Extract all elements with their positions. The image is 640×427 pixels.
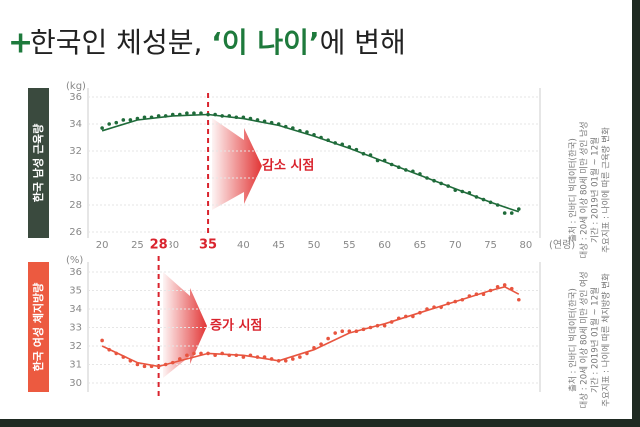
data-point [185, 111, 189, 115]
x-tick-label: 65 [414, 240, 427, 251]
marker-label-bg [197, 237, 220, 253]
data-point [128, 118, 133, 122]
data-point [142, 115, 147, 120]
x-tick-label: 60 [378, 240, 391, 251]
source-note: 기간 : 2019년 01월 ~ 12월 [590, 137, 601, 243]
y-tick-label: 26 [69, 227, 82, 238]
x-tick-label: 45 [272, 240, 285, 251]
side-label: 한국 여성 체지방량 [31, 283, 45, 372]
x-tick-label: 30 [166, 240, 179, 251]
data-point [517, 207, 521, 211]
y-unit: (kg) [66, 81, 86, 92]
frame-bottom [0, 419, 640, 427]
x-tick-label: 20 [96, 240, 109, 251]
title-highlight: ‘이 나이’ [211, 26, 319, 59]
annotation: 감소 시점 [262, 159, 314, 174]
source-note: 주요지표 : 나이에 따른 근육량 변화 [601, 127, 612, 253]
side-panel [28, 262, 49, 392]
x-tick-label: 25 [131, 240, 144, 251]
y-unit: (%) [66, 255, 83, 266]
source-note: 기간 : 2019년 01월 ~ 12월 [590, 287, 601, 393]
source-note: 출처 : 인바디 빅데이터(한국) [568, 138, 579, 242]
data-point [100, 338, 104, 343]
increase-arrow [163, 272, 207, 378]
x-tick-label: 80 [520, 240, 533, 251]
y-tick-label: 36 [69, 267, 82, 278]
title: 한국인 체성분, ‘이 나이’에 변해 [30, 26, 406, 59]
source-note: 출처 : 인바디 빅데이터(한국) [568, 288, 579, 392]
data-point [283, 359, 288, 363]
data-point [121, 118, 126, 122]
y-tick-label: 35 [69, 286, 82, 297]
x-tick-label: 50 [308, 240, 321, 251]
source-note: 대상 : 20세 이상 80세 미만 성인 여성 [579, 271, 590, 408]
data-point [502, 283, 507, 287]
marker-label-bg [147, 237, 170, 253]
title-prefix: + [8, 26, 33, 61]
annotation: 증가 시점 [210, 319, 262, 334]
data-point [192, 111, 196, 115]
y-tick-label: 32 [69, 341, 82, 352]
data-point [517, 297, 521, 302]
data-point [326, 336, 330, 341]
x-tick-label: 40 [237, 240, 250, 251]
data-point [142, 364, 147, 369]
data-point [100, 126, 104, 130]
data-point [340, 329, 345, 334]
title-main: 한국인 체성분, [30, 26, 211, 59]
data-point [192, 351, 196, 356]
data-point [291, 357, 295, 361]
marker-label: 35 [199, 238, 217, 253]
marker-label: 28 [150, 238, 168, 253]
data-point [509, 211, 514, 215]
y-tick-label: 34 [69, 304, 82, 315]
data-point [107, 122, 111, 126]
data-point [114, 120, 119, 125]
y-tick-label: 31 [69, 360, 82, 371]
frame-right [632, 0, 640, 427]
y-tick-label: 36 [69, 92, 82, 103]
y-tick-label: 30 [69, 378, 82, 389]
data-point [502, 211, 507, 215]
side-panel [28, 88, 49, 238]
y-tick-label: 33 [69, 323, 82, 334]
source-note: 대상 : 20세 이상 80세 미만 성인 남성 [579, 121, 590, 258]
data-point [298, 355, 302, 359]
x-tick-label: 75 [484, 240, 497, 251]
x-tick-label: 70 [449, 240, 462, 251]
trend-line [101, 113, 520, 213]
y-tick-label: 28 [69, 200, 82, 211]
data-point [135, 362, 140, 367]
x-unit: (연령) [549, 239, 575, 251]
x-tick-label: 55 [343, 240, 356, 251]
y-tick-label: 34 [69, 119, 82, 130]
decrease-arrow [212, 118, 262, 210]
trend-line [101, 285, 520, 368]
y-tick-label: 30 [69, 173, 82, 184]
data-point [333, 331, 337, 335]
source-note: 주요지표 : 나이에 따른 체지방량 변화 [601, 273, 612, 407]
data-point [185, 353, 189, 358]
title-suffix: 에 변해 [320, 26, 406, 59]
side-label: 한국 남성 근육량 [31, 124, 45, 203]
y-tick-label: 32 [69, 146, 82, 157]
